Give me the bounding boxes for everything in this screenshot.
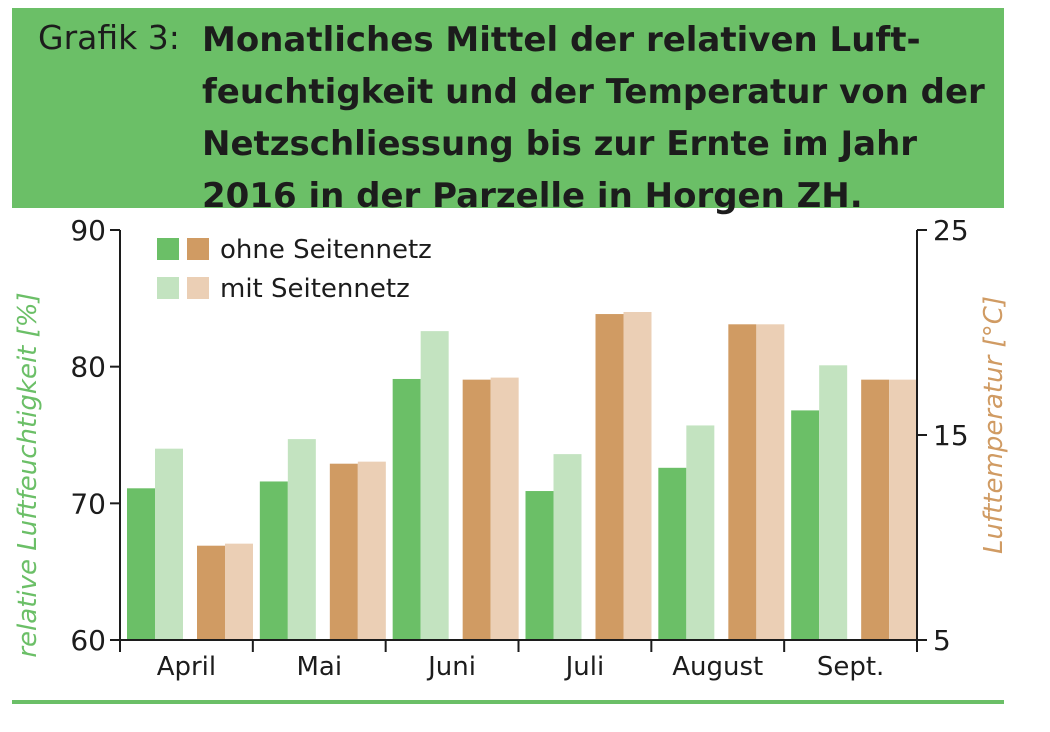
bar-temp-ohne (462, 379, 491, 640)
bar-temp-mit (756, 324, 785, 640)
x-tick-label: August (672, 652, 763, 682)
y-axis-left-label: relative Luftfeuchtigkeit [%] (13, 292, 43, 657)
bar-hum-ohne (127, 488, 155, 640)
bottom-rule (12, 700, 1004, 704)
bar-hum-mit (686, 425, 715, 640)
chart-title-line: 2016 in der Parzelle in Horgen ZH. (202, 176, 863, 216)
legend-swatch-hum-mit (157, 277, 179, 299)
bar-hum-mit (819, 365, 848, 640)
bar-temp-mit (623, 312, 652, 640)
bar-hum-mit (155, 448, 183, 640)
y-left-tick-label: 90 (70, 214, 106, 247)
y-left-tick-label: 80 (70, 351, 106, 384)
x-tick-label: Juni (426, 652, 476, 682)
chart-title-line: feuchtigkeit und der Temperatur von der (202, 72, 985, 112)
bar-hum-ohne (658, 467, 687, 640)
y-right-tick-label: 15 (933, 419, 969, 452)
x-tick-label: Sept. (817, 652, 884, 682)
figure-label: Grafik 3: (38, 18, 180, 57)
bar-hum-ohne (392, 378, 421, 640)
chart-title-line: Netzschliessung bis zur Ernte im Jahr (202, 124, 918, 164)
bar-temp-mit (889, 379, 918, 640)
bar-hum-mit (287, 439, 316, 640)
legend-label-ohne: ohne Seitennetz (220, 235, 432, 265)
bar-hum-ohne (259, 481, 288, 640)
y-right-tick-label: 5 (933, 624, 951, 657)
y-right-tick-label: 25 (933, 214, 969, 247)
legend-swatch-hum-ohne (157, 238, 179, 260)
x-tick-label: Juli (564, 652, 605, 682)
legend-label-mit: mit Seitennetz (220, 274, 410, 304)
bar-temp-ohne (728, 324, 757, 640)
legend-swatch-temp-ohne (187, 238, 209, 260)
y-left-tick-label: 60 (70, 624, 106, 657)
chart-title: Monatliches Mittel der relativen Luft-fe… (202, 14, 1002, 222)
bar-temp-ohne (329, 463, 358, 640)
bar-temp-mit (225, 543, 253, 640)
y-left-tick-label: 70 (70, 487, 106, 520)
bar-hum-ohne (791, 410, 820, 640)
y-axis-right-label: Lufttemperatur [°C] (979, 296, 1009, 554)
x-tick-label: April (157, 652, 216, 682)
bar-temp-ohne (197, 545, 225, 640)
bar-hum-mit (553, 454, 582, 640)
chart-title-line: Monatliches Mittel der relativen Luft- (202, 20, 921, 60)
bar-temp-mit (357, 461, 386, 640)
legend-swatch-temp-mit (187, 277, 209, 299)
x-tick-label: Mai (296, 652, 342, 682)
title-banner: Grafik 3: Monatliches Mittel der relativ… (12, 8, 1004, 216)
bar-temp-mit (490, 377, 519, 640)
bar-temp-ohne (861, 379, 890, 640)
bar-hum-ohne (525, 491, 554, 640)
bar-temp-ohne (595, 314, 624, 640)
bar-hum-mit (420, 331, 449, 640)
